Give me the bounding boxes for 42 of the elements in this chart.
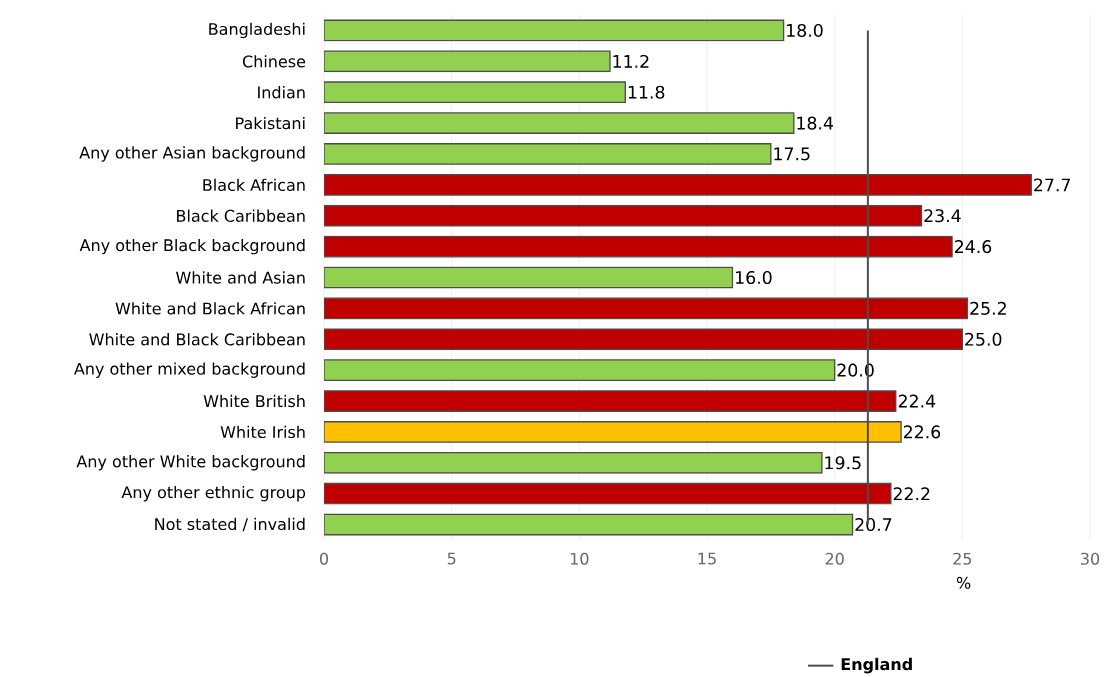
data-label: 22.2 bbox=[893, 487, 930, 501]
data-label: 17.5 bbox=[774, 147, 810, 161]
y-tick-label: White Irish bbox=[220, 425, 305, 439]
data-label: 27.7 bbox=[1034, 178, 1070, 192]
data-label: 19.5 bbox=[825, 456, 861, 470]
legend-label: England bbox=[841, 657, 912, 674]
y-tick-label: Any other mixed background bbox=[74, 362, 305, 378]
data-label: 18.0 bbox=[787, 23, 823, 37]
x-axis-title: % bbox=[956, 576, 971, 589]
y-tick-label: Any other Black background bbox=[79, 238, 305, 255]
data-label: 11.2 bbox=[613, 54, 649, 68]
x-tick-label: 25 bbox=[953, 552, 972, 565]
x-tick-label: 30 bbox=[1081, 552, 1100, 565]
y-tick-label: Black African bbox=[203, 178, 305, 192]
y-tick-label: White and Black African bbox=[115, 302, 305, 315]
data-label: 11.8 bbox=[628, 85, 665, 99]
data-label: 22.6 bbox=[903, 425, 941, 439]
x-tick-label: 15 bbox=[698, 552, 716, 565]
x-tick-label: 20 bbox=[825, 552, 844, 565]
y-tick-label: Black Caribbean bbox=[177, 209, 305, 222]
y-tick-label: Any other White background bbox=[76, 455, 305, 471]
data-label: 22.4 bbox=[898, 394, 936, 408]
data-label: 23.4 bbox=[924, 209, 961, 223]
data-label: 20.7 bbox=[855, 518, 892, 532]
y-tick-label: Chinese bbox=[242, 55, 306, 68]
data-label: 16.0 bbox=[736, 270, 772, 285]
data-label: 18.4 bbox=[797, 116, 834, 130]
y-tick-label: White and Asian bbox=[176, 271, 305, 284]
x-tick-label: 10 bbox=[570, 552, 589, 565]
data-label: 25.2 bbox=[970, 301, 1006, 315]
y-tick-label: Pakistani bbox=[236, 116, 305, 130]
y-tick-label: Not stated / invalid bbox=[155, 517, 305, 532]
x-tick-label: 5 bbox=[447, 552, 456, 565]
data-label: 25.0 bbox=[965, 332, 1002, 346]
y-tick-label: White British bbox=[203, 394, 305, 408]
data-label: 24.6 bbox=[955, 240, 992, 254]
y-tick-label: White and Black Caribbean bbox=[89, 333, 305, 346]
y-tick-label: Any other Asian background bbox=[79, 146, 305, 162]
y-tick-label: Bangladeshi bbox=[209, 22, 305, 39]
y-tick-label: Any other ethnic group bbox=[121, 485, 306, 502]
x-tick-label: 0 bbox=[319, 552, 329, 565]
y-tick-label: Indian bbox=[258, 86, 305, 99]
